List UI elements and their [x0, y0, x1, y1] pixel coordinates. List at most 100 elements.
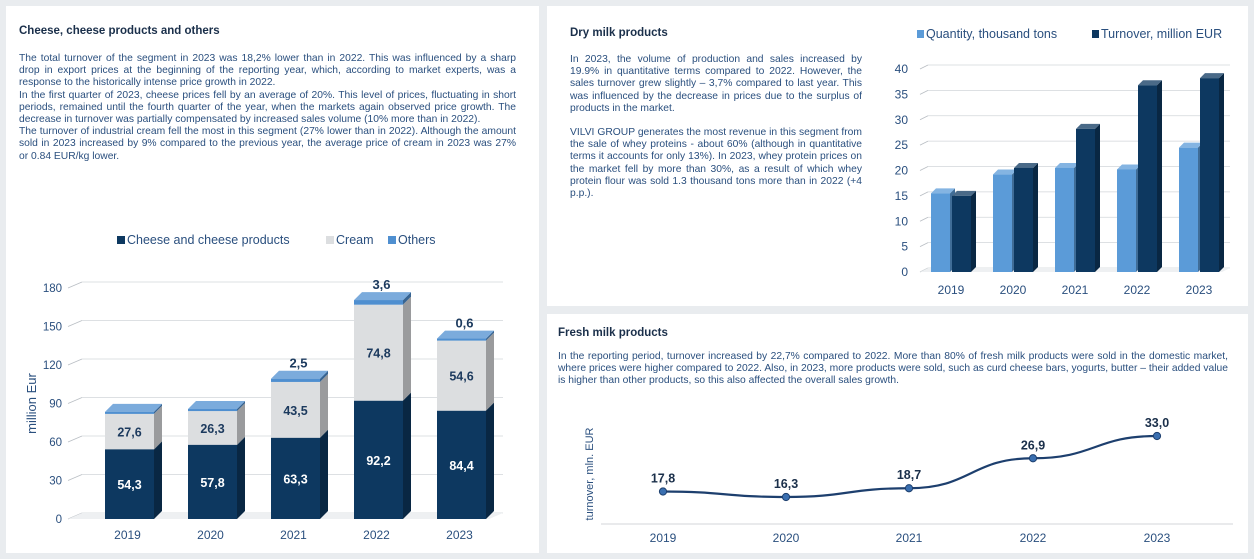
dry-bar-2023-2: [1200, 73, 1224, 272]
dry-bar-2020-1: [993, 169, 1017, 272]
fresh-x-tick-label: 2020: [773, 531, 800, 545]
fresh-milk-line-chart: turnover, mln. EUR 17,8 2019 16,3 2020 18,7 20…: [584, 416, 1233, 545]
fresh-data-point-2020: [781, 492, 791, 502]
dry-gridline-perspective: [919, 216, 929, 222]
fresh-text: In the reporting period, turnover increa…: [558, 351, 1228, 388]
fresh-x-tick-label: 2019: [650, 531, 677, 545]
dry-bar-2020-2: [1014, 162, 1038, 272]
data-label-2023-1: 84,4: [449, 459, 473, 473]
dry-x-tick-label: 2019: [938, 283, 965, 297]
fresh-data-label-2022: 26,9: [1021, 438, 1045, 452]
y-gridline-perspective: [67, 281, 83, 289]
dry-legend-label-1: Quantity, thousand tons: [926, 27, 1057, 41]
dry-y-tick-label: 30: [895, 113, 909, 127]
y-tick-label: 180: [43, 283, 62, 295]
dry-gridline-perspective: [919, 64, 929, 70]
dry-bar-2019-1: [931, 188, 955, 272]
bar-2022-3: [354, 292, 411, 305]
fresh-data-point-2019: [658, 487, 668, 496]
fresh-data-point-2021: [904, 484, 914, 493]
dry-gridline-perspective: [919, 115, 929, 121]
bar-2021-3: [271, 370, 328, 382]
fresh-x-tick-label: 2023: [1144, 531, 1171, 545]
data-label-2020-1: 57,8: [200, 476, 224, 490]
legend-label-1: Cheese and cheese products: [127, 233, 290, 247]
x-tick-label: 2021: [280, 528, 307, 542]
cheese-paragraph-3: The turnover of industrial cream fell th…: [19, 126, 516, 162]
cheese-paragraph-1: The total turnover of the segment in 202…: [19, 53, 516, 89]
cheese-stacked-bar-chart: Cheese and cheese products Cream Others 0 30…: [24, 233, 503, 542]
y-tick-label: 30: [49, 476, 62, 488]
data-label-2021-1: 63,3: [283, 472, 307, 486]
dry-bar-2019-2: [952, 190, 976, 272]
dry-bar-2022-1: [1117, 164, 1141, 272]
y-tick-label: 60: [49, 437, 62, 449]
bar-2019-3: [105, 403, 162, 414]
x-tick-label: 2020: [197, 528, 224, 542]
y-tick-label: 150: [43, 322, 62, 334]
bar-2020-3: [188, 401, 245, 412]
legend-swatch-3: [388, 236, 396, 244]
dry-gridline-perspective: [919, 166, 929, 171]
bar-2023-3: [437, 330, 494, 341]
dry-gridline-perspective: [919, 140, 929, 146]
cheese-title: Cheese, cheese products and others: [19, 25, 220, 37]
fresh-y-axis-label: turnover, mln. EUR: [584, 427, 596, 520]
legend-label-3: Others: [398, 233, 436, 247]
fresh-x-tick-label: 2021: [896, 531, 923, 545]
fresh-paragraph-1: In the reporting period, turnover increa…: [558, 351, 1228, 387]
fresh-data-label-2020: 16,3: [774, 477, 798, 491]
legend-label-2: Cream: [336, 233, 374, 247]
cheese-panel: Cheese, cheese products and others The t…: [6, 6, 539, 553]
fresh-data-label-2023: 33,0: [1145, 416, 1169, 430]
dry-y-tick-label: 15: [895, 189, 909, 203]
y-gridline-perspective: [67, 474, 83, 481]
bar-2022-1: [354, 392, 411, 519]
dry-text: In 2023, the volume of production and sa…: [570, 54, 862, 200]
x-tick-label: 2022: [363, 528, 390, 542]
fresh-data-label-2021: 18,7: [897, 468, 921, 482]
dry-y-tick-label: 5: [901, 240, 908, 254]
dry-y-tick-label: 0: [901, 265, 908, 279]
dry-gridline-perspective: [919, 242, 929, 247]
y-tick-label: 0: [56, 514, 62, 526]
dry-legend-swatch-1: [917, 30, 924, 38]
y-tick-label: 90: [49, 399, 62, 411]
y-gridline-perspective: [67, 435, 83, 443]
dry-gridline-perspective: [919, 191, 929, 197]
dry-x-tick-label: 2021: [1062, 283, 1089, 297]
dry-bar-2022-2: [1138, 80, 1162, 273]
dry-y-tick-label: 10: [895, 214, 909, 228]
dry-y-tick-label: 35: [895, 87, 909, 101]
dry-x-tick-label: 2020: [1000, 283, 1027, 297]
y-axis-label: million Eur: [24, 372, 39, 433]
y-gridline-perspective: [67, 358, 83, 366]
data-label-2021-others: 2,5: [289, 356, 307, 371]
cheese-text: The total turnover of the segment in 202…: [19, 53, 516, 163]
dry-bar-2023-1: [1179, 142, 1203, 272]
data-label-2020-2: 26,3: [200, 422, 224, 436]
fresh-title: Fresh milk products: [558, 327, 668, 339]
bar-2023-2: [437, 332, 494, 411]
dry-gridline-perspective: [919, 90, 929, 95]
dry-legend-swatch-2: [1092, 30, 1099, 38]
dry-bar-2021-2: [1076, 123, 1100, 272]
data-label-2022-1: 92,2: [366, 454, 390, 468]
data-label-2021-2: 43,5: [283, 404, 307, 418]
x-tick-label: 2023: [446, 528, 473, 542]
fresh-data-point-2023: [1152, 431, 1162, 441]
dry-x-tick-label: 2023: [1186, 283, 1213, 297]
dry-y-tick-label: 20: [895, 164, 909, 178]
y-tick-label: 120: [43, 360, 62, 372]
fresh-x-tick-label: 2022: [1020, 531, 1047, 545]
data-label-2023-others: 0,6: [455, 316, 473, 331]
fresh-data-point-2022: [1028, 454, 1038, 463]
cheese-paragraph-2: In the first quarter of 2023, cheese pri…: [19, 89, 516, 126]
y-gridline-perspective: [67, 320, 83, 327]
dry-paragraph-1: In 2023, the volume of production and sa…: [570, 54, 862, 114]
x-tick-label: 2019: [114, 528, 141, 542]
fresh-data-label-2019: 17,8: [651, 472, 675, 486]
y-gridline-perspective: [67, 397, 83, 404]
data-label-2022-2: 74,8: [366, 347, 390, 361]
data-label-2019-2: 27,6: [117, 426, 141, 440]
